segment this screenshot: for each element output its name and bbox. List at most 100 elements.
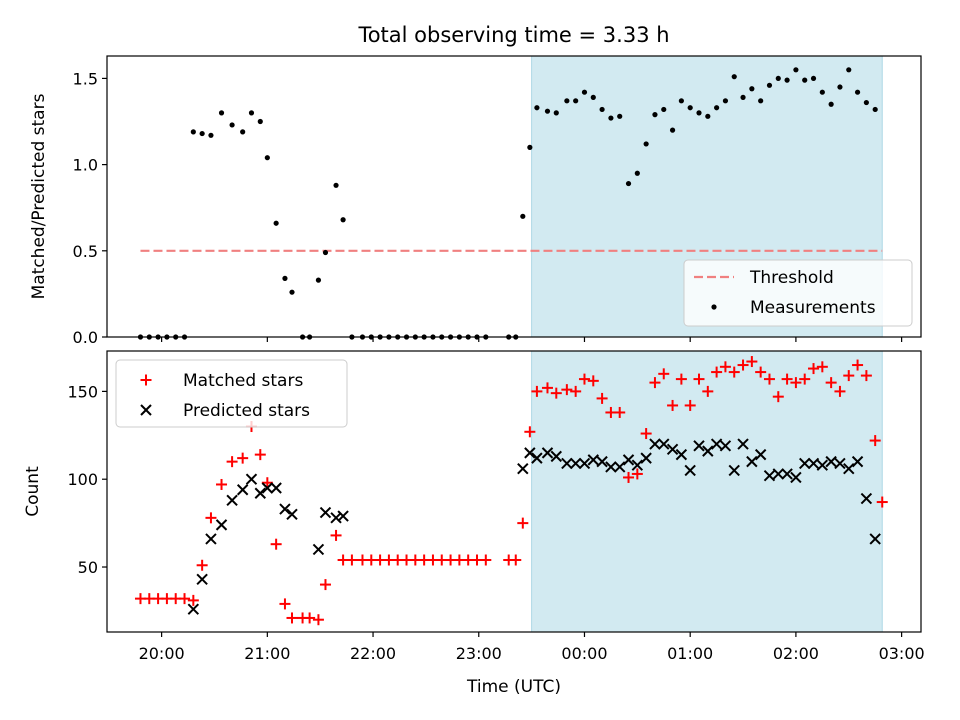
top-y-axis-label: Matched/Predicted stars <box>29 93 49 299</box>
legend-matched-label: Matched stars <box>183 371 303 391</box>
measurement-point <box>190 129 196 135</box>
y-tick-label: 100 <box>67 470 98 489</box>
matched-star-point <box>728 366 740 378</box>
predicted-star-point <box>550 450 562 463</box>
y-tick-label: 0.5 <box>73 242 98 261</box>
predicted-star-point <box>330 512 342 524</box>
matched-star-point <box>279 598 291 610</box>
predicted-star-point <box>675 448 688 461</box>
matched-star-point <box>480 554 492 566</box>
matched-star-point <box>587 375 599 387</box>
predicted-star-point <box>851 455 864 468</box>
predicted-star-point <box>531 452 543 464</box>
predicted-star-point <box>737 438 749 450</box>
measurement-point <box>661 106 667 113</box>
predicted-star-point <box>245 473 258 485</box>
predicted-star-point <box>719 440 732 452</box>
measurement-point <box>714 105 720 111</box>
measurement-point <box>573 98 579 104</box>
predicted-star-point <box>596 455 608 468</box>
legend-threshold-label: Threshold <box>749 268 834 288</box>
measurement-point <box>634 170 640 176</box>
matched-star-point <box>808 363 820 375</box>
matched-star-point <box>261 477 273 489</box>
matched-star-point <box>772 391 784 403</box>
matched-star-point <box>187 594 199 606</box>
chart-title: Total observing time = 3.33 h <box>357 23 669 47</box>
bottom-y-axis-label: Count <box>23 466 43 517</box>
predicted-star-point <box>684 464 696 477</box>
predicted-star-point <box>825 455 837 468</box>
predicted-star-point <box>754 448 767 461</box>
matched-star-point <box>346 554 358 566</box>
measurement-point <box>544 108 551 114</box>
matched-star-point <box>550 387 562 399</box>
matched-star-point <box>541 382 553 394</box>
predicted-star-point <box>860 492 873 505</box>
predicted-star-point <box>196 573 208 586</box>
measurement-point <box>872 106 878 113</box>
matched-star-point <box>755 366 767 378</box>
matched-star-point <box>578 373 590 385</box>
predicted-star-point <box>605 461 617 473</box>
matched-star-point <box>693 373 705 385</box>
matched-star-point <box>746 356 758 368</box>
legend-predicted-label: Predicted stars <box>183 401 310 421</box>
predicted-star-point <box>693 440 705 452</box>
matched-star-point <box>658 368 670 380</box>
legend-measurements-swatch <box>711 304 717 310</box>
measurement-point <box>315 277 322 283</box>
x-tick-label: 20:00 <box>139 644 185 663</box>
matched-star-point <box>524 426 536 438</box>
measurement-point <box>863 99 869 106</box>
predicted-star-point <box>843 462 855 475</box>
bottom-legend-box <box>115 359 348 428</box>
predicted-star-point <box>187 603 200 615</box>
predicted-star-point <box>226 494 238 506</box>
matched-star-point <box>869 435 881 447</box>
predicted-star-point <box>772 468 784 480</box>
predicted-star-point <box>337 510 349 522</box>
predicted-star-point <box>614 461 626 473</box>
measurement-point <box>846 67 852 73</box>
matched-star-point <box>719 361 731 373</box>
predicted-star-point <box>666 443 679 456</box>
measurement-point <box>240 129 246 135</box>
measurement-point <box>608 115 614 121</box>
predicted-star-point <box>561 457 573 470</box>
bottom-axes-frame <box>106 350 922 633</box>
predicted-star-point <box>763 469 776 482</box>
matched-star-point <box>237 452 249 464</box>
measurement-point <box>564 98 570 104</box>
predicted-star-point <box>524 447 536 459</box>
predicted-star-point <box>587 454 599 466</box>
x-tick-label: 21:00 <box>244 644 290 663</box>
measurement-point <box>758 98 764 104</box>
y-tick-label: 150 <box>67 382 98 401</box>
matched-star-point <box>684 399 696 411</box>
measurement-point <box>264 155 270 161</box>
measurement-point <box>793 67 799 73</box>
measurement-point <box>199 130 205 137</box>
predicted-star-point <box>807 457 820 470</box>
matched-star-point <box>570 385 582 397</box>
matched-star-point <box>216 478 228 490</box>
predicted-star-point <box>517 462 529 475</box>
matched-star-point <box>667 399 679 411</box>
matched-star-point <box>843 370 855 382</box>
predicted-star-point <box>649 438 661 450</box>
measurement-point <box>775 75 781 82</box>
measurements-series <box>137 67 878 340</box>
x-axis-label: Time (UTC) <box>466 677 561 697</box>
measurement-point <box>553 110 559 116</box>
predicted-star-point <box>658 438 670 450</box>
measurement-point <box>257 118 263 125</box>
measurement-point <box>766 82 773 88</box>
measurement-point <box>802 77 808 83</box>
predicted-star-point <box>790 471 802 484</box>
measurement-point <box>837 84 843 90</box>
matched-star-point <box>825 377 837 389</box>
predicted-star-point <box>270 482 282 494</box>
measurement-point <box>669 127 676 133</box>
